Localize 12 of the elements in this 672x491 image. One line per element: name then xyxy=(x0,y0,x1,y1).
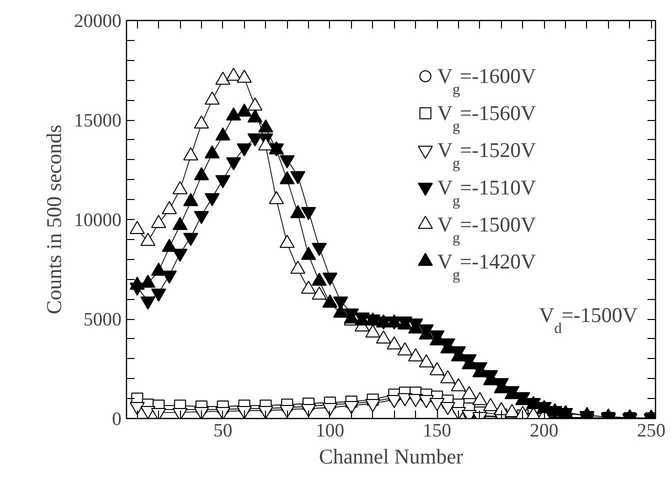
x-tick-label: 200 xyxy=(530,420,558,442)
y-tick-label: 5000 xyxy=(84,310,122,330)
x-tick-label: 100 xyxy=(316,420,344,442)
x-tick-label: 150 xyxy=(422,420,452,442)
x-tick-label: 50 xyxy=(213,420,232,442)
x-tick-label: 250 xyxy=(636,420,666,442)
y-tick-label: 20000 xyxy=(74,11,122,32)
y-axis-title: Counts in 500 seconds xyxy=(42,124,66,314)
y-tick-label: 15000 xyxy=(74,110,122,132)
x-axis-title: Channel Number xyxy=(318,444,464,468)
y-tick-label: 0 xyxy=(112,409,122,430)
y-tick-label: 10000 xyxy=(74,210,122,231)
